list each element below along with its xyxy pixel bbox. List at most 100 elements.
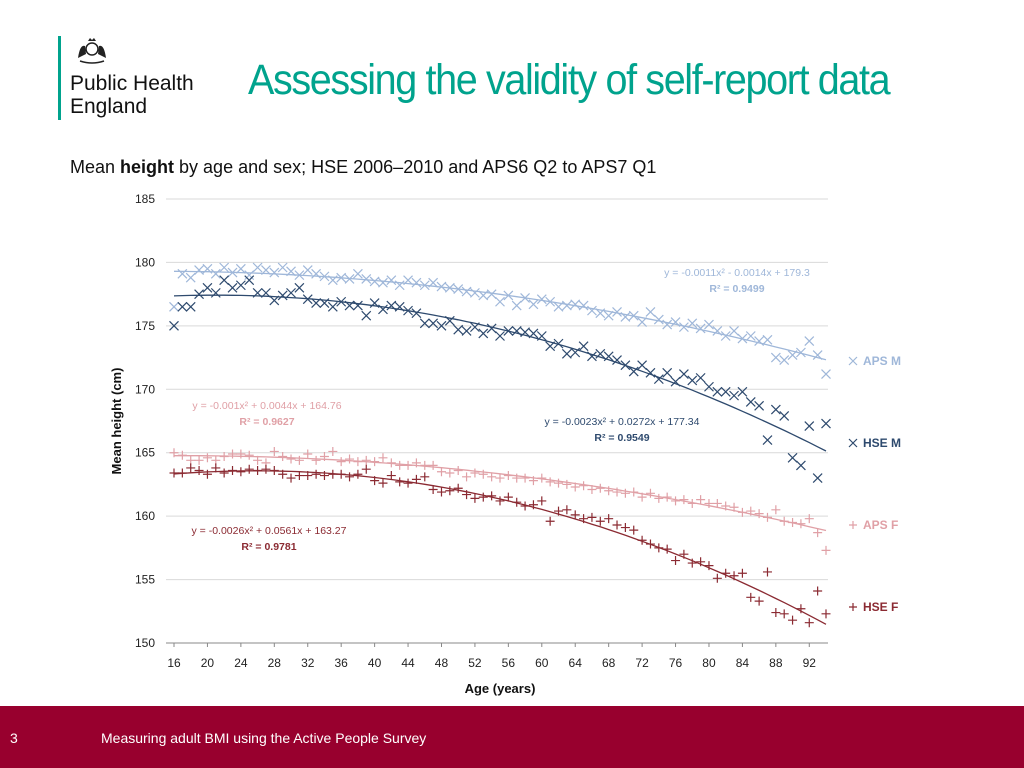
data-point [403,460,413,470]
data-point [336,272,347,283]
x-tick-label: 92 [803,656,817,670]
data-point [202,282,213,293]
data-point [378,453,388,463]
data-point [745,397,756,407]
trendline-r2: R² = 0.9549 [594,432,649,444]
data-point [302,294,313,305]
height-chart: 150 155 160 165 170 175 180 185 16 20 24 28 32 36 40 44… [109,192,901,696]
data-point [670,376,681,387]
data-point [361,273,372,284]
data-point [294,471,304,481]
y-tick-label: 155 [135,573,155,587]
data-point [729,571,739,581]
x-axis-label: Age (years) [465,681,536,696]
x-tick-label: 76 [669,656,683,670]
data-point [169,448,179,458]
x-tick-label: 88 [769,656,783,670]
x-tick-label: 28 [268,656,282,670]
data-point [512,497,522,507]
data-point [579,514,589,524]
data-point [645,367,656,378]
data-point [495,296,505,307]
data-point [487,472,497,482]
data-point [462,472,472,482]
data-point [645,488,655,498]
data-point [788,517,798,527]
data-point [219,452,229,462]
x-tick-label: 24 [234,656,248,670]
data-point [553,338,564,349]
data-point [345,454,355,464]
data-point [461,286,472,297]
data-point [662,367,673,378]
data-point [804,336,815,347]
trendline-equation: y = -0.0026x² + 0.0561x + 163.27 [192,525,347,537]
data-point [228,465,238,475]
data-point [235,280,246,291]
x-tick-label: 80 [702,656,716,670]
data-point [595,348,606,359]
data-point [219,275,230,286]
x-tick-label: 60 [535,656,549,670]
data-point [595,516,605,526]
data-point [712,573,722,583]
data-point [812,473,823,484]
data-point [453,483,463,493]
data-point [177,450,187,460]
data-point [570,510,580,520]
data-point [712,326,723,336]
data-point [796,604,806,614]
data-point [236,449,246,459]
data-point [821,418,831,429]
data-point [779,355,790,366]
data-point [487,491,497,501]
x-tick-label: 64 [569,656,583,670]
logo-text: Public Health England [70,72,194,118]
logo-accent-bar [58,36,61,120]
data-point [704,381,714,392]
data-point [311,298,322,308]
data-point [662,319,673,330]
data-point [720,331,731,341]
trendline-equation: y = -0.001x² + 0.0044x + 164.76 [192,400,341,412]
data-point [578,341,589,352]
data-point [386,458,396,468]
data-point [687,558,697,568]
data-point [679,495,689,505]
data-point [637,492,647,502]
data-point [637,360,648,371]
data-point [704,498,714,508]
data-point [428,318,439,329]
data-point [470,493,480,503]
footer-bar: 3 Measuring adult BMI using the Active P… [0,706,1024,768]
data-point [570,482,580,492]
data-point [244,450,254,460]
data-point [286,454,296,464]
data-point [428,460,438,470]
data-point [620,523,630,533]
data-point [327,301,338,312]
trendline-aps-m [173,270,827,361]
data-point [336,296,347,307]
data-point [436,320,447,331]
data-point [278,452,288,462]
data-point [687,498,697,508]
data-point [620,488,630,498]
data-point [545,516,555,526]
x-tick-label: 48 [435,656,449,670]
data-point [403,275,413,286]
data-point [444,282,455,293]
data-point [570,299,581,310]
data-point [294,270,305,281]
data-point [645,306,656,317]
y-tick-label: 150 [135,636,155,650]
data-point [478,492,488,502]
data-point [319,471,329,481]
data-point [394,280,405,291]
data-point [637,317,648,327]
data-point [562,479,572,489]
data-point [211,463,221,473]
data-point [654,543,664,553]
data-point [762,334,773,345]
data-point [771,608,781,618]
